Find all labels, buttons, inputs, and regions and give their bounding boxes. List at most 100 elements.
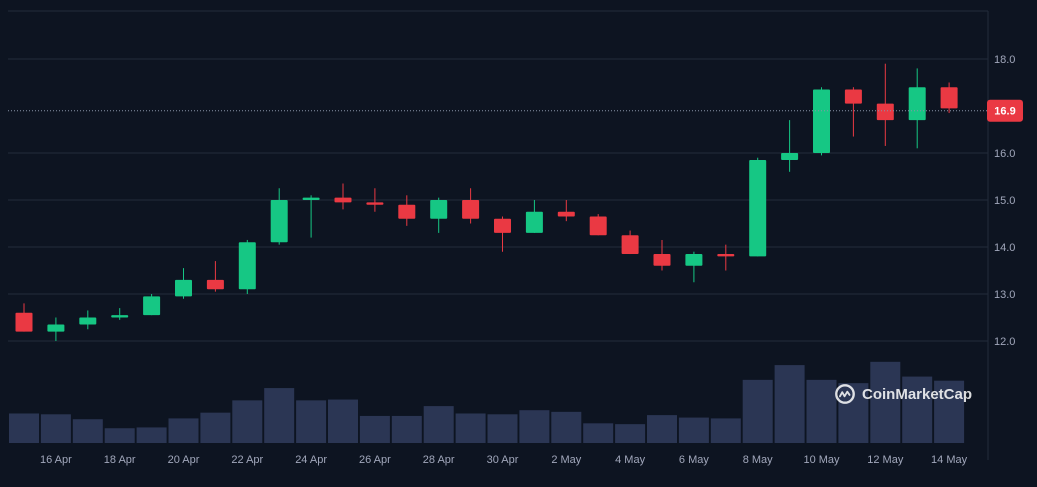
coinmarketcap-watermark: CoinMarketCap: [834, 383, 972, 405]
candle-5: [175, 268, 192, 299]
volume-bar-5: [168, 418, 199, 443]
candle-7: [238, 239, 256, 294]
candle-body-17: [557, 211, 575, 217]
candle-body-10: [334, 197, 352, 203]
volume-bar-23: [742, 379, 773, 443]
x-tick-label-12: 10 May: [803, 454, 840, 466]
candle-21: [685, 251, 703, 283]
candle-0: [15, 303, 33, 332]
candle-19: [621, 230, 639, 255]
x-tick-label-1: 18 Apr: [104, 454, 136, 466]
y-axis: 12.0 13.0 14.0 15.0 16.0 18.0: [994, 54, 1015, 348]
y-tick-label-6: 18.0: [994, 54, 1015, 66]
candle-body-18: [589, 216, 607, 236]
candle-body-4: [143, 296, 161, 316]
candle-body-29: [940, 87, 958, 109]
volume-bar-13: [423, 406, 454, 443]
volume-bar-0: [9, 413, 39, 443]
volume-bars: [9, 361, 965, 443]
candle-body-5: [175, 279, 192, 297]
volume-bar-15: [487, 414, 518, 443]
x-tick-label-11: 8 May: [743, 454, 773, 466]
candle-4: [143, 294, 161, 316]
volume-bar-7: [232, 400, 263, 443]
x-tick-label-0: 16 Apr: [40, 454, 72, 466]
x-axis: 16 Apr 18 Apr 20 Apr 22 Apr 24 Apr 26 Apr 28 A…: [40, 454, 968, 466]
candle-body-22: [717, 254, 735, 257]
x-tick-label-10: 6 May: [679, 454, 709, 466]
candle-body-15: [494, 218, 511, 233]
candle-3: [111, 308, 129, 320]
candle-body-28: [908, 87, 926, 121]
candle-body-11: [366, 202, 384, 205]
candle-17: [557, 200, 575, 222]
candle-body-24: [781, 153, 799, 161]
candle-body-27: [876, 103, 894, 121]
candle-9: [302, 195, 320, 238]
candles: [15, 63, 958, 341]
candle-14: [462, 188, 480, 224]
candle-13: [430, 197, 448, 233]
candle-body-6: [206, 279, 224, 290]
x-tick-label-8: 2 May: [551, 454, 581, 466]
volume-bar-29: [934, 380, 965, 443]
candle-body-14: [462, 200, 480, 219]
candle-body-0: [15, 312, 33, 332]
volume-bar-19: [615, 424, 646, 443]
candle-16: [525, 200, 543, 233]
candle-26: [844, 87, 862, 137]
volume-bar-6: [200, 412, 231, 443]
candle-15: [494, 216, 511, 252]
volume-bar-11: [359, 415, 390, 443]
candle-22: [717, 244, 735, 271]
candle-body-2: [79, 317, 97, 325]
volume-bar-20: [647, 415, 677, 443]
x-tick-label-3: 22 Apr: [231, 454, 263, 466]
coinmarketcap-logo-icon: [835, 384, 855, 404]
candle-body-7: [238, 242, 256, 290]
candle-body-1: [47, 324, 65, 332]
current-price-label: 16.9: [994, 106, 1015, 118]
x-tick-label-14: 14 May: [931, 454, 968, 466]
x-tick-label-7: 30 Apr: [487, 454, 519, 466]
watermark-text: CoinMarketCap: [862, 385, 973, 403]
candle-1: [47, 317, 65, 341]
candle-25: [813, 87, 830, 156]
volume-bar-18: [583, 423, 614, 443]
x-tick-label-9: 4 May: [615, 454, 645, 466]
candle-body-13: [430, 200, 448, 219]
volume-bar-1: [40, 414, 71, 443]
candle-8: [270, 188, 288, 245]
volume-bar-3: [104, 428, 135, 443]
volume-bar-25: [806, 379, 837, 443]
grid-lines: [8, 10, 989, 460]
volume-bar-21: [678, 417, 709, 443]
y-tick-label-4: 16.0: [994, 148, 1015, 160]
y-tick-label-1: 13.0: [994, 289, 1015, 301]
candle-body-21: [685, 254, 703, 266]
candle-body-20: [653, 254, 671, 266]
volume-bar-9: [296, 400, 327, 443]
candle-body-25: [813, 89, 830, 153]
candle-body-23: [749, 160, 767, 257]
candle-24: [781, 120, 799, 172]
candle-29: [940, 82, 958, 114]
candle-body-9: [302, 197, 320, 200]
x-tick-label-5: 26 Apr: [359, 454, 391, 466]
volume-bar-10: [328, 399, 358, 443]
current-price-badge: [987, 99, 1023, 122]
x-tick-label-2: 20 Apr: [168, 454, 200, 466]
candle-body-26: [844, 89, 862, 104]
candle-12: [398, 195, 416, 226]
volume-bar-14: [455, 413, 486, 443]
candle-20: [653, 239, 671, 271]
candle-body-19: [621, 235, 639, 255]
volume-bar-12: [391, 415, 422, 443]
candle-6: [206, 261, 224, 292]
candle-10: [334, 183, 352, 210]
candle-23: [749, 157, 767, 257]
volume-bar-8: [264, 388, 295, 443]
candle-body-16: [525, 211, 543, 233]
